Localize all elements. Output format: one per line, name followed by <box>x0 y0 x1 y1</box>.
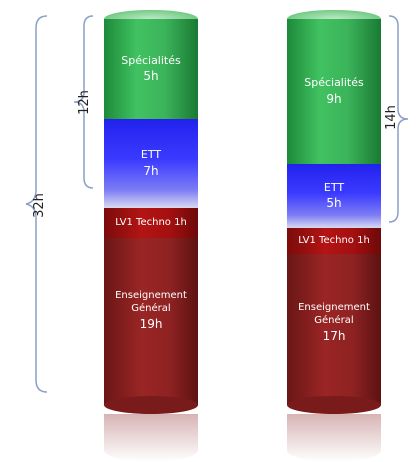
right-ett-segment: ETT 5h <box>287 164 381 228</box>
left-cylinder: Spécialités 5h ETT 7h LV1 Techno 1h Ense… <box>104 10 198 462</box>
right-lv1-segment: LV1 Techno 1h <box>287 228 381 254</box>
right-ett-label: ETT <box>323 180 345 194</box>
left-lv1-label: LV1 Techno 1h <box>115 216 187 228</box>
total-left-brace <box>25 15 48 393</box>
upper-left-label: 12h <box>76 90 92 115</box>
left-general-label-2: Général <box>131 302 171 314</box>
left-ett-hours: 7h <box>143 163 159 178</box>
left-lv1-segment: LV1 Techno 1h <box>104 208 198 238</box>
left-cylinder-reflection <box>104 414 198 462</box>
right-cylinder-bottom <box>287 396 381 414</box>
left-cylinder-bottom <box>104 396 198 414</box>
left-ett-segment: ETT 7h <box>104 119 198 208</box>
left-general-hours: 19h <box>139 317 163 331</box>
left-specialites-segment: Spécialités 5h <box>104 19 198 119</box>
upper-right-label: 14h <box>383 105 399 130</box>
right-general-hours: 17h <box>322 329 346 343</box>
left-general-label-1: Enseignement <box>115 290 187 301</box>
right-lv1-label: LV1 Techno 1h <box>298 234 370 246</box>
upper-right-brace <box>388 15 409 223</box>
left-specialites-hours: 5h <box>143 69 159 84</box>
right-ett-hours: 5h <box>326 196 342 211</box>
right-specialites-hours: 9h <box>326 91 342 106</box>
right-cylinder-reflection <box>287 414 381 462</box>
right-cylinder: Spécialités 9h ETT 5h LV1 Techno 1h Ense… <box>287 10 381 462</box>
right-general-segment: Enseignement Général 17h <box>287 254 381 405</box>
left-general-segment: Enseignement Général 19h <box>104 238 198 405</box>
left-ett-label: ETT <box>140 148 162 162</box>
total-left-label: 32h <box>31 193 47 218</box>
right-specialites-segment: Spécialités 9h <box>287 19 381 164</box>
upper-left-brace <box>73 15 94 189</box>
right-general-label-1: Enseignement <box>298 302 370 313</box>
right-specialites-label: Spécialités <box>304 76 364 90</box>
left-specialites-label: Spécialités <box>121 53 181 67</box>
right-general-label-2: Général <box>314 314 354 326</box>
